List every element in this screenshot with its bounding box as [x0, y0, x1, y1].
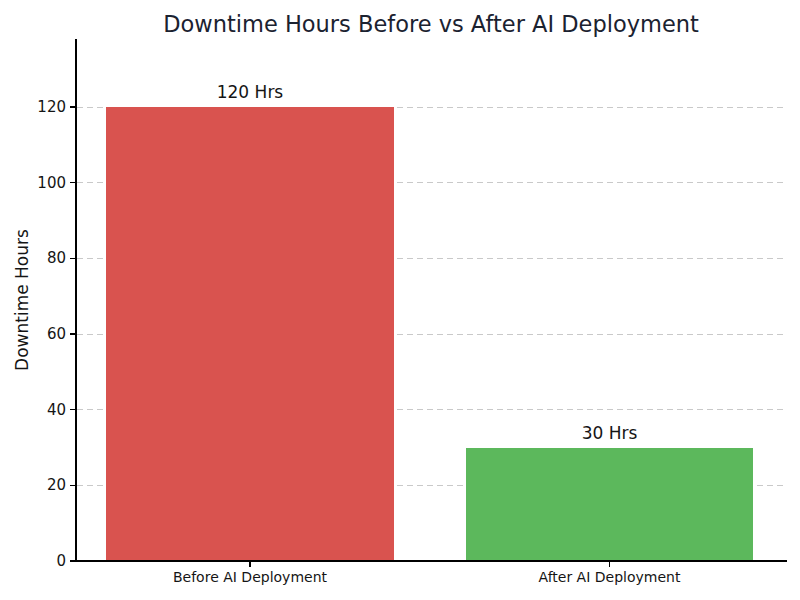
bar — [106, 107, 394, 561]
y-tick-label: 40 — [0, 402, 66, 418]
x-tick-label: Before AI Deployment — [173, 569, 327, 585]
bar-value-label: 120 Hrs — [217, 82, 283, 102]
y-tick-label: 120 — [0, 99, 66, 115]
y-axis-line — [75, 39, 77, 562]
bar-value-label: 30 Hrs — [582, 423, 638, 443]
chart-title: Downtime Hours Before vs After AI Deploy… — [76, 11, 786, 37]
y-axis-label: Downtime Hours — [12, 180, 32, 420]
y-tick-label: 80 — [0, 250, 66, 266]
x-tick-label: After AI Deployment — [539, 569, 681, 585]
y-tick-label: 60 — [0, 326, 66, 342]
bar-chart: Downtime Hours Before vs After AI Deploy… — [0, 0, 800, 600]
y-tick-label: 100 — [0, 175, 66, 191]
y-tick-label: 0 — [0, 553, 66, 569]
x-axis-line — [75, 560, 787, 562]
y-tick-label: 20 — [0, 477, 66, 493]
bar — [466, 448, 754, 561]
